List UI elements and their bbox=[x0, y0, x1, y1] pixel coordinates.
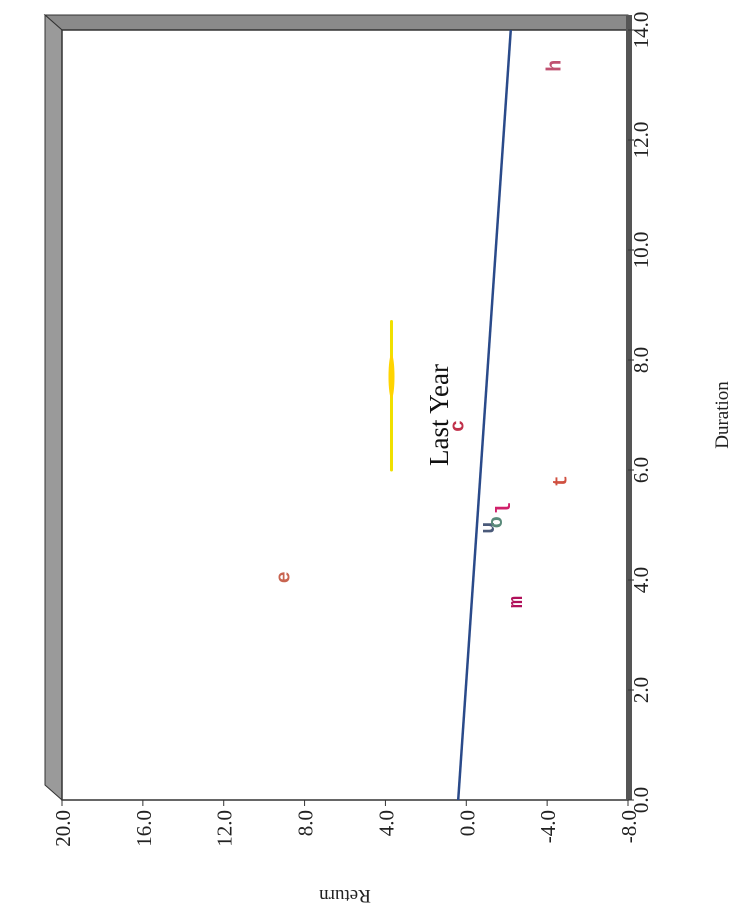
point-l: l bbox=[494, 502, 517, 514]
y-tick-label: -4.0 bbox=[536, 810, 560, 843]
y-tick-label: 20.0 bbox=[51, 810, 75, 847]
y-tick-label: 16.0 bbox=[132, 810, 156, 847]
y-tick-label: 8.0 bbox=[294, 810, 318, 836]
x-tick-label: 10.0 bbox=[629, 232, 653, 269]
x-axis-title: Duration bbox=[712, 381, 733, 449]
point-c: c bbox=[447, 420, 470, 432]
y-tick-label: 4.0 bbox=[374, 810, 398, 836]
plot-frame-edge bbox=[626, 15, 632, 800]
x-tick-label: 6.0 bbox=[629, 457, 653, 483]
point-h: h bbox=[545, 60, 568, 72]
trend-line bbox=[456, 29, 513, 801]
y-tick-label: 0.0 bbox=[455, 810, 479, 836]
plot-area bbox=[61, 29, 629, 801]
x-tick-label: 4.0 bbox=[629, 567, 653, 593]
x-tick-label: 0.0 bbox=[629, 787, 653, 813]
point-o: o bbox=[486, 516, 509, 528]
y-tick-label: -8.0 bbox=[617, 810, 641, 843]
plot-frame-left-wall bbox=[43, 14, 629, 31]
chart-title: Last Year bbox=[424, 364, 454, 466]
point-u: u bbox=[478, 522, 501, 534]
plot-frame-top-wall bbox=[44, 13, 63, 802]
x-tick-label: 12.0 bbox=[629, 122, 653, 159]
highlight-center bbox=[388, 354, 395, 399]
point-t: t bbox=[551, 475, 574, 487]
x-tick-label: 8.0 bbox=[629, 347, 653, 373]
x-tick-label: 14.0 bbox=[629, 12, 653, 49]
y-tick-label: 12.0 bbox=[213, 810, 237, 847]
point-m: m bbox=[506, 596, 529, 608]
point-e: e bbox=[274, 571, 297, 583]
x-tick-label: 2.0 bbox=[629, 677, 653, 703]
y-axis-title: Return bbox=[319, 885, 371, 906]
